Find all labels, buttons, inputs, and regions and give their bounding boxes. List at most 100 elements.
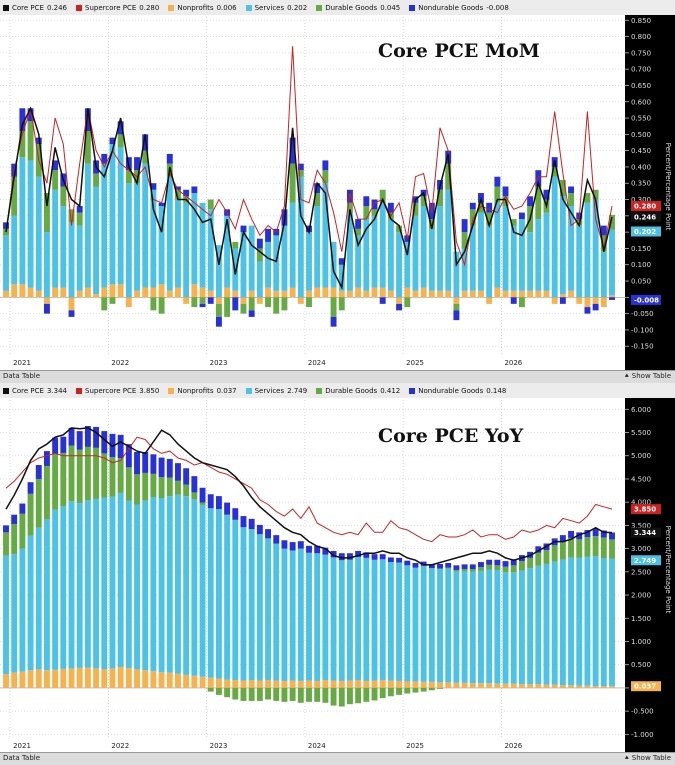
bar-services xyxy=(543,212,550,291)
bar-services xyxy=(355,556,362,681)
data-table-label[interactable]: Data Table xyxy=(3,372,41,380)
bar-services xyxy=(84,500,91,668)
bar-services xyxy=(314,206,321,288)
bar-services xyxy=(306,232,312,291)
legend-swatch xyxy=(76,387,83,394)
bar-nondurable-goods xyxy=(494,176,501,187)
bar-nonprofits xyxy=(207,677,214,688)
bar-nondurable-goods xyxy=(387,557,394,563)
bar-nondurable-goods xyxy=(248,310,255,317)
bar-nonprofits xyxy=(502,683,509,688)
bar-nondurable-goods xyxy=(387,202,394,213)
show-table-button[interactable]: ⯅ Show Table xyxy=(623,372,671,380)
bar-services xyxy=(527,232,534,291)
chart-legend: Core PCE 0.246 Supercore PCE 0.280 Nonprof… xyxy=(0,0,675,16)
bar-durable-goods xyxy=(273,687,280,701)
bar-nonprofits xyxy=(478,290,484,298)
x-tick-label: 2021 xyxy=(13,359,31,367)
bar-nondurable-goods xyxy=(314,183,321,194)
bar-durable-goods xyxy=(207,687,214,692)
bar-services xyxy=(600,558,607,687)
bar-services xyxy=(60,206,67,288)
bar-nondurable-goods xyxy=(600,225,607,236)
bar-services xyxy=(109,496,116,669)
x-tick-label: 2026 xyxy=(504,742,522,750)
y-tick-label: -0.050 xyxy=(631,310,654,318)
bar-nonprofits xyxy=(199,676,206,688)
bar-nondurable-goods xyxy=(371,554,378,560)
legend-item-core-pce[interactable]: Core PCE 0.246 xyxy=(3,4,67,12)
bar-nondurable-goods xyxy=(502,186,509,197)
bar-durable-goods xyxy=(568,193,575,207)
bar-durable-goods xyxy=(469,569,476,572)
legend-swatch xyxy=(316,4,323,11)
bar-services xyxy=(273,235,280,291)
data-table-label[interactable]: Data Table xyxy=(3,754,41,762)
legend-item-nonprofits[interactable]: Nonprofits 0.037 xyxy=(168,387,237,395)
bar-durable-goods xyxy=(330,687,337,706)
bar-durable-goods xyxy=(281,687,288,702)
y-tick-label: 4.000 xyxy=(631,499,651,507)
bar-durable-goods xyxy=(215,303,222,317)
show-table-button[interactable]: ⯅ Show Table xyxy=(623,754,671,762)
bar-nondurable-goods xyxy=(306,545,312,553)
legend-item-services[interactable]: Services 0.202 xyxy=(245,4,307,12)
legend-item-supercore-pce[interactable]: Supercore PCE 0.280 xyxy=(76,4,159,12)
legend-item-durable-goods[interactable]: Durable Goods 0.045 xyxy=(316,4,400,12)
bar-nonprofits xyxy=(101,669,108,688)
bar-nondurable-goods xyxy=(486,202,493,213)
bar-durable-goods xyxy=(93,173,100,187)
supercore-pce-line xyxy=(5,46,613,267)
bar-nondurable-goods xyxy=(568,530,575,538)
bar-nondurable-goods xyxy=(191,186,198,194)
bar-services xyxy=(134,183,140,291)
bar-services xyxy=(486,569,493,684)
bar-services xyxy=(175,199,181,288)
bar-durable-goods xyxy=(346,202,353,213)
bar-services xyxy=(478,570,484,684)
legend-item-core-pce[interactable]: Core PCE 3.344 xyxy=(3,387,67,395)
bar-services xyxy=(281,225,288,291)
bar-durable-goods xyxy=(527,557,534,569)
legend-item-nonprofits[interactable]: Nonprofits 0.006 xyxy=(168,4,237,12)
y-tick-label: 2.000 xyxy=(631,592,651,600)
bar-nonprofits xyxy=(175,287,181,298)
bar-nonprofits xyxy=(453,682,460,688)
bar-durable-goods xyxy=(19,131,26,158)
bar-durable-goods xyxy=(510,565,517,573)
bar-nonprofits xyxy=(510,683,517,688)
bar-nonprofits xyxy=(240,297,247,304)
bar-nonprofits xyxy=(265,287,272,298)
bar-durable-goods xyxy=(486,564,493,570)
bar-nonprofits xyxy=(134,669,140,688)
bar-nondurable-goods xyxy=(396,557,403,563)
bar-nondurable-goods xyxy=(150,183,157,190)
bar-nonprofits xyxy=(600,297,607,308)
legend-item-nondurable-goods[interactable]: Nondurable Goods 0.148 xyxy=(409,387,506,395)
bar-durable-goods xyxy=(518,297,525,308)
bar-nonprofits xyxy=(76,667,83,688)
bar-nondurable-goods xyxy=(142,134,149,151)
chart-title: Core PCE MoM xyxy=(378,40,540,62)
legend-item-supercore-pce[interactable]: Supercore PCE 3.850 xyxy=(76,387,159,395)
bar-nondurable-goods xyxy=(404,560,411,566)
bar-nonprofits xyxy=(543,290,550,298)
bar-nonprofits xyxy=(461,682,468,688)
bar-durable-goods xyxy=(600,537,607,559)
bar-durable-goods xyxy=(363,687,370,702)
bar-durable-goods xyxy=(461,569,468,572)
bar-durable-goods xyxy=(117,458,124,493)
y-tick-label: 0.500 xyxy=(631,661,651,669)
bar-nondurable-goods xyxy=(355,550,362,557)
bar-durable-goods xyxy=(183,484,190,497)
bar-durable-goods xyxy=(510,219,517,226)
bar-nonprofits xyxy=(175,673,181,688)
bar-services xyxy=(535,219,542,291)
legend-item-services[interactable]: Services 2.749 xyxy=(245,387,307,395)
bar-durable-goods xyxy=(232,241,239,249)
legend-item-nondurable-goods[interactable]: Nondurable Goods -0.008 xyxy=(409,4,509,12)
bar-services xyxy=(559,196,566,295)
bar-services xyxy=(437,568,443,683)
bar-services xyxy=(150,189,157,288)
legend-item-durable-goods[interactable]: Durable Goods 0.412 xyxy=(316,387,400,395)
